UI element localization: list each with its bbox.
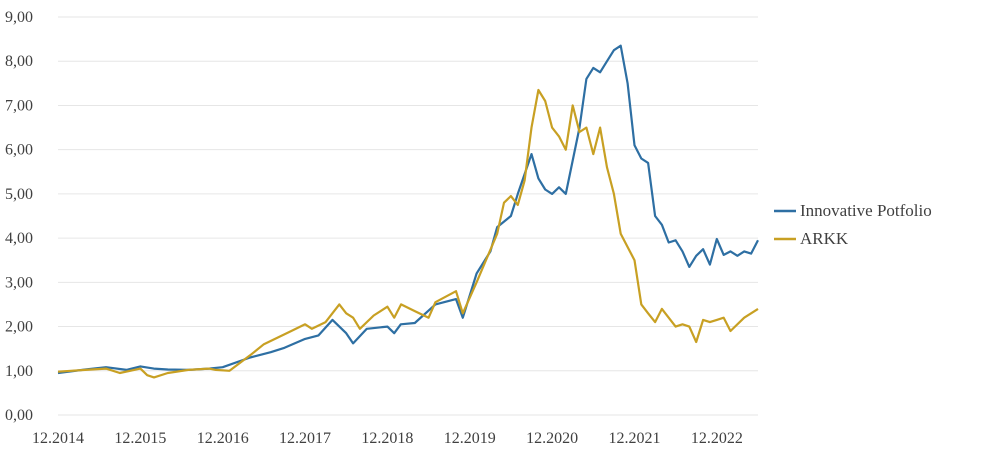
series-line-innovative-potfolio xyxy=(57,44,759,375)
x-tick-label: 12.2018 xyxy=(361,430,413,447)
x-tick-label: 12.2021 xyxy=(608,430,660,447)
legend-label-arkk: ARKK xyxy=(800,229,849,248)
x-tick-label: 12.2019 xyxy=(444,430,496,447)
y-tick-label: 7,00 xyxy=(5,97,33,114)
y-axis-tick-labels: 0,00 1,00 2,00 3,00 4,00 5,00 6,00 7,00 8,00 9,00 xyxy=(5,9,33,424)
x-tick-label: 12.2017 xyxy=(279,430,331,447)
gridlines xyxy=(58,16,758,416)
y-tick-label: 6,00 xyxy=(5,142,33,159)
y-tick-label: 3,00 xyxy=(5,274,33,291)
y-tick-label: 8,00 xyxy=(5,53,33,70)
x-tick-label: 12.2016 xyxy=(197,430,249,447)
y-tick-label: 4,00 xyxy=(5,230,33,247)
series-lines xyxy=(57,44,759,379)
legend-label-innovative-potfolio: Innovative Potfolio xyxy=(800,201,932,220)
y-tick-label: 5,00 xyxy=(5,186,33,203)
x-tick-label: 12.2015 xyxy=(114,430,166,447)
x-tick-label: 12.2022 xyxy=(691,430,743,447)
y-tick-label: 0,00 xyxy=(5,407,33,424)
y-tick-label: 2,00 xyxy=(5,319,33,336)
y-tick-label: 1,00 xyxy=(5,363,33,380)
legend: Innovative Potfolio ARKK xyxy=(774,201,932,248)
x-tick-label: 12.2014 xyxy=(32,430,84,447)
series-line-arkk xyxy=(57,88,759,379)
y-tick-label: 9,00 xyxy=(5,9,33,26)
x-axis-tick-labels: 12.2014 12.2015 12.2016 12.2017 12.2018 12.20… xyxy=(32,430,743,447)
x-tick-label: 12.2020 xyxy=(526,430,578,447)
